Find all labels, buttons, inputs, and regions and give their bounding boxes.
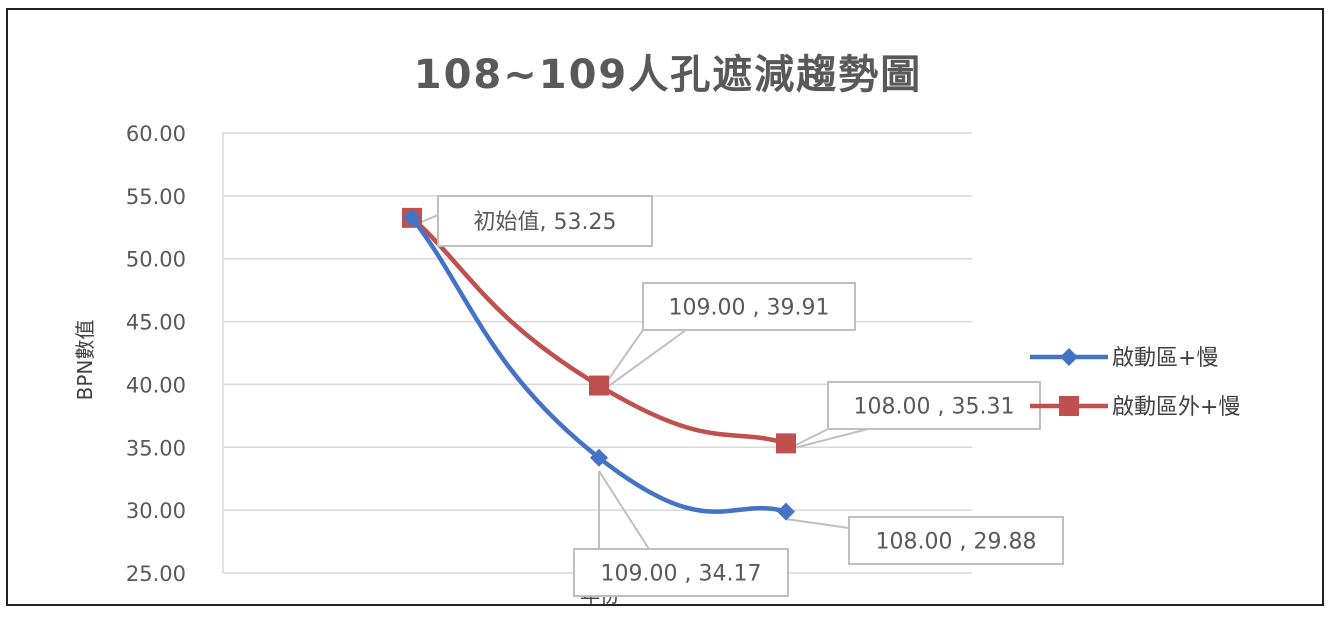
data-label-box — [848, 516, 1064, 565]
series-line-0 — [410, 216, 787, 514]
data-label-box — [642, 282, 856, 331]
data-label: 初始值, 53.25 — [474, 210, 617, 235]
legend-marker-0 — [1060, 348, 1078, 366]
data-label: 108.00 , 29.88 — [876, 530, 1037, 555]
chart-title: 108~109人孔遮減趨勢圖 — [414, 52, 923, 98]
y-tick-label: 35.00 — [126, 436, 186, 460]
label-leader-lines — [411, 214, 869, 550]
data-label-box — [573, 548, 789, 597]
data-point-0-1 — [590, 448, 608, 467]
leader-line — [785, 428, 869, 451]
y-tick-label: 50.00 — [126, 248, 186, 272]
y-tick-labels: 60.00 55.00 50.00 45.00 40.00 35.00 30.00 25.00 — [126, 122, 186, 586]
legend-marker-1 — [1059, 396, 1079, 416]
leader-line — [785, 518, 850, 529]
data-labels: 初始值, 53.25 109.00 , 34.17 108.00 , 29.88 10… — [437, 195, 1064, 597]
y-tick-label: 60.00 — [126, 122, 186, 146]
y-axis-label: BPN數值 — [73, 320, 97, 401]
series-lines — [402, 207, 796, 521]
y-tick-label: 45.00 — [126, 311, 186, 335]
data-point-1-1 — [589, 375, 609, 396]
y-tick-label: 30.00 — [126, 499, 186, 523]
legend-label-0: 啟動區+慢 — [1112, 346, 1218, 371]
data-label: 109.00 , 39.91 — [669, 296, 830, 321]
data-point-0-0 — [403, 208, 421, 227]
data-label: 108.00 , 35.31 — [854, 395, 1015, 420]
leader-line — [598, 470, 650, 550]
y-tick-label: 25.00 — [126, 562, 186, 586]
data-label-box — [437, 195, 653, 247]
chart-svg: 108~109人孔遮減趨勢圖 60.00 55.00 50.00 45.00 40.00… — [73, 52, 1240, 607]
legend-label-1: 啟動區外+慢 — [1112, 395, 1240, 420]
data-label: 109.00 , 34.17 — [601, 562, 762, 587]
y-tick-label: 55.00 — [126, 185, 186, 209]
y-tick-label: 40.00 — [126, 373, 186, 397]
chart-frame: 108~109人孔遮減趨勢圖 60.00 55.00 50.00 45.00 40.00… — [6, 8, 1324, 607]
data-point-1-2 — [776, 433, 796, 454]
data-label-box — [827, 381, 1041, 430]
data-point-0-2 — [777, 502, 795, 521]
leader-line — [598, 329, 687, 394]
